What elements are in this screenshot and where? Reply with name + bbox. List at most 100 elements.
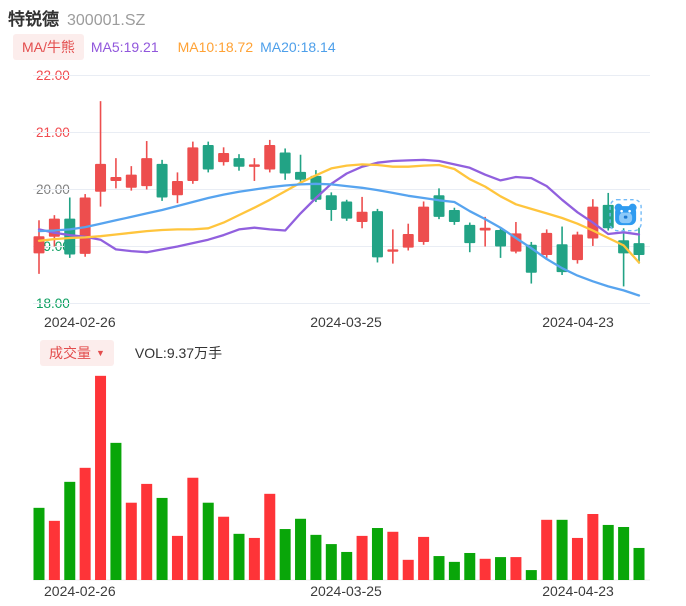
ma-indicator-badge[interactable]: MA/牛熊	[13, 34, 84, 60]
volume-bar[interactable]	[341, 551, 353, 580]
volume-bar[interactable]	[495, 557, 507, 580]
ma10-line	[37, 163, 641, 264]
volume-bar[interactable]	[218, 516, 230, 580]
volume-bar[interactable]	[171, 535, 183, 580]
stock-code: 300001.SZ	[67, 12, 146, 29]
volume-bar[interactable]	[525, 570, 537, 580]
volume-bar[interactable]	[571, 537, 583, 580]
volume-bar[interactable]	[264, 493, 276, 580]
price-candlestick-chart[interactable]	[0, 0, 686, 340]
volume-bar[interactable]	[448, 561, 460, 580]
volume-series[interactable]	[33, 375, 645, 580]
candle-body[interactable]	[187, 147, 199, 181]
candle-body[interactable]	[633, 243, 645, 256]
volume-bar[interactable]	[95, 375, 107, 580]
candle-wick	[299, 154, 302, 185]
volume-bar[interactable]	[618, 526, 630, 580]
candle-wick	[115, 158, 117, 189]
volume-bar[interactable]	[556, 519, 568, 580]
volume-bar[interactable]	[248, 537, 260, 580]
candle-body[interactable]	[95, 163, 107, 192]
candle-body[interactable]	[356, 211, 368, 222]
candle-body[interactable]	[141, 158, 153, 187]
volume-bar[interactable]	[464, 552, 476, 580]
volume-bar[interactable]	[279, 529, 291, 580]
candle-body[interactable]	[402, 233, 414, 248]
candle-body[interactable]	[233, 158, 245, 167]
candle-body[interactable]	[64, 218, 76, 255]
ma-indicator-bar: MA/牛熊 MA5:19.21 MA10:18.72 MA20:18.14	[13, 34, 336, 60]
candle-body[interactable]	[156, 163, 168, 198]
volume-bar[interactable]	[541, 519, 553, 580]
candle-body[interactable]	[418, 206, 430, 242]
volume-bar[interactable]	[479, 558, 491, 580]
candle-body[interactable]	[110, 176, 122, 181]
candle-body[interactable]	[571, 234, 583, 261]
volume-bar[interactable]	[325, 544, 337, 580]
volume-bar[interactable]	[371, 528, 383, 580]
volume-bar[interactable]	[310, 534, 322, 580]
ma5-line	[37, 158, 641, 254]
x-axis-label-end: 2024-04-23	[542, 314, 614, 330]
candle-body[interactable]	[556, 244, 568, 273]
candle-wick	[253, 158, 256, 181]
candle-body[interactable]	[264, 145, 276, 170]
candle-body[interactable]	[125, 174, 137, 188]
candle-body[interactable]	[325, 195, 337, 211]
bear-marker-icon[interactable]	[609, 198, 642, 232]
candle-body[interactable]	[33, 236, 45, 254]
volume-bar[interactable]	[356, 535, 368, 580]
volume-bar[interactable]	[48, 520, 60, 580]
candle-body[interactable]	[171, 180, 183, 196]
candle-body[interactable]	[448, 210, 460, 222]
volume-bar[interactable]	[64, 481, 76, 580]
volume-indicator-badge[interactable]: 成交量 ▼	[40, 340, 114, 366]
x-axis-label-end: 2024-04-23	[542, 583, 614, 599]
volume-bar[interactable]	[79, 467, 91, 580]
volume-bar[interactable]	[233, 533, 245, 580]
volume-bar[interactable]	[433, 556, 445, 580]
volume-bar[interactable]	[633, 547, 645, 580]
candle-body[interactable]	[510, 233, 522, 252]
candle-body[interactable]	[602, 204, 614, 229]
volume-bar[interactable]	[387, 531, 399, 580]
volume-bar[interactable]	[156, 497, 168, 580]
candle-body[interactable]	[464, 224, 476, 244]
volume-bar[interactable]	[187, 477, 199, 580]
candle-body[interactable]	[495, 229, 507, 247]
candle-wick	[484, 216, 486, 247]
candle-body[interactable]	[218, 153, 230, 163]
candle-body[interactable]	[295, 171, 307, 180]
price-x-axis: 2024-02-26 2024-03-25 2024-04-23	[0, 314, 686, 330]
volume-value-label: VOL:9.37万手	[134, 345, 223, 361]
volume-bar[interactable]	[295, 518, 307, 580]
candle-body[interactable]	[479, 227, 491, 231]
candle-body[interactable]	[79, 197, 91, 254]
volume-bar[interactable]	[110, 442, 122, 580]
candle-body[interactable]	[310, 175, 322, 200]
volume-bar[interactable]	[402, 559, 414, 580]
candle-body[interactable]	[248, 164, 260, 167]
volume-bar[interactable]	[602, 524, 614, 580]
volume-bar[interactable]	[587, 513, 599, 580]
volume-bar[interactable]	[510, 557, 522, 580]
candle-body[interactable]	[202, 145, 214, 170]
volume-bar[interactable]	[418, 536, 430, 580]
candle-body[interactable]	[525, 244, 537, 273]
ma10-legend: MA10:18.72	[177, 39, 254, 55]
volume-bar[interactable]	[202, 502, 214, 580]
candle-body[interactable]	[433, 195, 445, 217]
volume-bar[interactable]	[125, 502, 137, 580]
candlestick-series[interactable]	[33, 101, 645, 287]
volume-bar[interactable]	[33, 507, 45, 580]
candle-body[interactable]	[279, 152, 291, 174]
candle-body[interactable]	[541, 232, 553, 256]
volume-bar[interactable]	[141, 483, 153, 580]
candle-wick	[622, 228, 625, 287]
candle-body[interactable]	[341, 201, 353, 219]
candle-body[interactable]	[371, 211, 383, 258]
candle-body[interactable]	[387, 249, 399, 252]
volume-bar-chart[interactable]	[0, 365, 686, 585]
dropdown-arrow-icon: ▼	[96, 348, 105, 358]
